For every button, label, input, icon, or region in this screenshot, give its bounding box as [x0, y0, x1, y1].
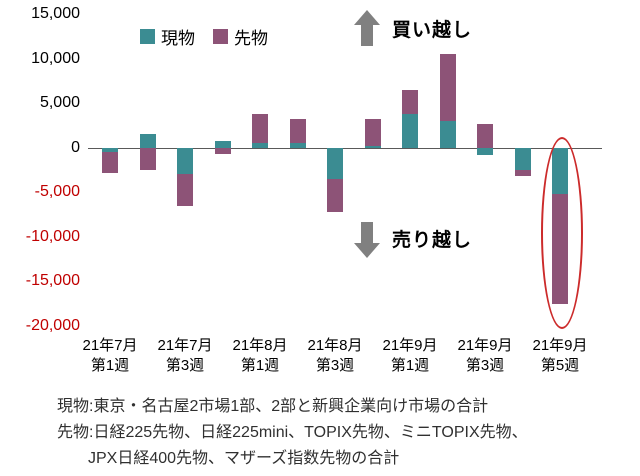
legend-label-sakimono: 先物: [234, 29, 268, 48]
bar-segment: [514, 170, 531, 177]
bar-segment: [252, 113, 268, 144]
bar-segment: [139, 147, 156, 170]
bar-segment: [139, 134, 156, 148]
y-tick-label: -20,000: [25, 317, 80, 334]
bar-segment: [177, 174, 193, 206]
y-tick-label: 15,000: [31, 5, 80, 22]
bar-segment: [514, 147, 531, 170]
bar-segment: [102, 152, 118, 173]
x-tick-label: 21年9月 第1週: [382, 337, 438, 374]
bar-segment: [252, 143, 268, 148]
sell-annotation: 売り越し: [354, 220, 472, 258]
bar-segment: [364, 145, 381, 148]
bar-segment: [402, 89, 418, 114]
y-tick-label: -15,000: [25, 272, 80, 290]
sell-label: 売り越し: [392, 230, 473, 251]
y-tick-label: -10,000: [25, 227, 80, 245]
down-arrow-icon: [354, 220, 380, 258]
genbutsu-swatch-icon: [140, 29, 155, 44]
footnote-line-1: 現物:東京・名古屋2市場1部、2部と新興企業向け市場の合計: [57, 398, 489, 415]
footnote-line-2: 先物:日経225先物、日経225mini、TOPIX先物、ミニTOPIX先物、: [57, 424, 528, 441]
y-tick-label: 10,000: [31, 49, 80, 67]
bar-segment: [364, 119, 381, 146]
bar-segment: [102, 147, 118, 153]
bar-segment: [439, 54, 456, 121]
bar-segment: [289, 119, 306, 144]
x-tick-label: 21年9月 第3週: [457, 337, 513, 374]
x-tick-label: 21年8月 第1週: [232, 337, 288, 374]
bar-segment: [477, 123, 493, 148]
buy-label: 買い越し: [392, 20, 473, 41]
sakimono-swatch-icon: [213, 29, 228, 44]
highlight-ellipse: [541, 137, 583, 329]
x-tick-label: 21年7月 第1週: [82, 337, 138, 374]
bar-segment: [214, 141, 231, 148]
y-tick-label: -5,000: [34, 183, 80, 201]
zero-axis-line: [88, 148, 602, 149]
y-tick-label: 5,000: [39, 94, 80, 112]
legend-label-genbutsu: 現物: [161, 29, 195, 48]
bar-segment: [327, 147, 343, 179]
bar-segment: [289, 143, 306, 148]
bar-segment: [439, 120, 456, 148]
bar-segment: [177, 147, 193, 175]
bar-segment: [214, 147, 231, 154]
up-arrow-icon: [354, 10, 380, 48]
legend: 現物 先物: [140, 24, 268, 49]
footnote-line-3: JPX日経400先物、マザーズ指数先物の合計: [88, 450, 400, 467]
buy-annotation: 買い越し: [354, 10, 472, 48]
y-tick-label: 0: [71, 138, 80, 156]
bar-segment: [327, 178, 343, 212]
legend-item-genbutsu: 現物: [140, 24, 195, 49]
bar-segment: [477, 147, 493, 155]
legend-item-sakimono: 先物: [213, 24, 268, 49]
x-tick-label: 21年8月 第3週: [307, 337, 363, 374]
bar-segment: [402, 113, 418, 148]
x-tick-label: 21年9月 第5週: [532, 337, 588, 374]
x-tick-label: 21年7月 第3週: [157, 337, 213, 374]
